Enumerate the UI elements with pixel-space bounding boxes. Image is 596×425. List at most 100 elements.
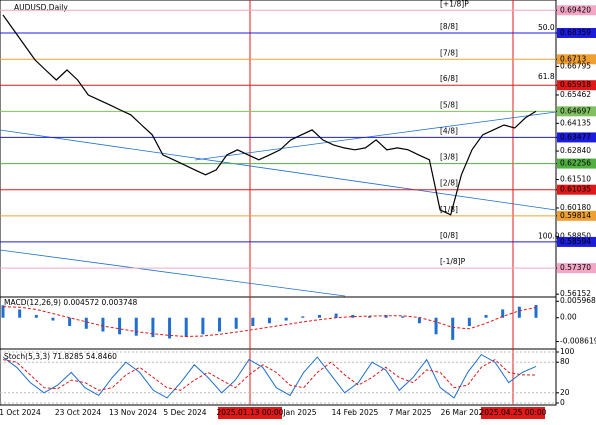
x-tick-label: 13 Nov 2024 (109, 408, 157, 417)
level-label: [-1/8]P (440, 257, 466, 266)
level-label: [2/8] (440, 179, 458, 188)
y-tick-label: 100 (560, 347, 575, 356)
macd-bar (284, 317, 288, 321)
y-tick-label: 0.62256 (560, 159, 591, 168)
macd-bar (517, 306, 521, 318)
y-tick-label: 0 (560, 398, 565, 407)
macd-bar (18, 309, 22, 318)
fib-label: 100.0 (538, 232, 560, 241)
level-label: [6/8] (440, 74, 458, 83)
level-label: [1/8] (440, 205, 458, 214)
y-tick-label: 0.63477 (560, 132, 591, 141)
macd-bar (251, 317, 255, 327)
macd-bar (184, 317, 188, 338)
y-tick-label: 0.61035 (560, 185, 591, 194)
x-tick-label: 14 Feb 2025 (332, 408, 379, 417)
macd-bar (34, 314, 38, 318)
level-label: [0/8] (440, 231, 458, 240)
y-tick-label: 0.64697 (560, 106, 591, 115)
macd-bar (484, 314, 488, 318)
y-tick-box (557, 27, 596, 38)
x-label-box (481, 407, 545, 419)
y-tick-box (557, 80, 596, 91)
y-tick-label: 0.68359 (560, 28, 591, 37)
level-label: [7/8] (440, 48, 458, 57)
x-tick-label: 5 Dec 2024 (163, 408, 206, 417)
y-tick-label: 0.66795 (560, 61, 591, 70)
x-tick-label: 2025.04.25 00:00 (480, 408, 547, 417)
macd-bar (51, 317, 55, 321)
y-tick-label: 0.005968 (560, 296, 596, 305)
y-tick-box (557, 236, 596, 247)
macd-bar (367, 316, 371, 318)
y-tick-label: 0.60180 (560, 203, 591, 212)
macd-bar (401, 316, 405, 318)
stoch-label: Stoch(5,3,3) 71.8285 54.8460 (4, 352, 117, 361)
macd-bar (218, 317, 222, 332)
y-tick-box (557, 54, 596, 65)
trend-line (0, 249, 346, 297)
y-tick-box (557, 263, 596, 274)
level-label: [5/8] (440, 100, 458, 109)
y-tick-label: 0.64135 (560, 118, 591, 127)
y-tick-box (557, 210, 596, 221)
macd-bar (501, 309, 505, 318)
macd-bar (268, 317, 271, 324)
level-label: [3/8] (440, 153, 458, 162)
macd-bar (334, 313, 338, 318)
y-tick-label: 0.56152 (560, 289, 591, 298)
macd-bar (351, 314, 355, 318)
y-tick-label: 0.65462 (560, 90, 591, 99)
level-label: [+1/8]P (440, 0, 469, 8)
x-tick-label: 26 Mar 202 (441, 408, 484, 417)
y-tick-label: 0.59814 (560, 211, 591, 220)
y-tick-label: 0.6713 (560, 54, 586, 63)
y-tick-box (557, 132, 596, 143)
macd-bar (84, 317, 88, 329)
macd-bar (234, 317, 238, 329)
macd-bar (317, 314, 321, 318)
trend-line (0, 129, 557, 211)
fib-label: 50.0 (538, 23, 555, 32)
macd-bar (467, 317, 471, 327)
macd-bar (534, 305, 538, 318)
macd-bar (151, 317, 155, 338)
x-tick-label: Jan 2025 (282, 408, 316, 417)
macd-bar (118, 317, 122, 335)
x-tick-label: 23 Oct 2024 (55, 408, 102, 417)
series-line (2, 306, 537, 338)
y-tick-box (557, 184, 596, 195)
macd-bar (68, 317, 72, 327)
chart-title: AUDUSD,Daily (14, 3, 68, 12)
y-tick-label: 0.65918 (560, 80, 591, 89)
y-tick-label: 0.00 (560, 313, 577, 322)
macd-bar (201, 317, 205, 335)
trend-line (194, 111, 557, 161)
y-tick-label: 80 (560, 357, 570, 366)
macd-bar (434, 317, 438, 335)
series-line (2, 358, 537, 391)
macd-label: MACD(12,26,9) 0.004572 0.003748 (4, 298, 138, 307)
series-line (2, 14, 537, 216)
fib-label: 61.8 (538, 72, 555, 81)
series-line (2, 353, 537, 399)
y-tick-label: 0.58850 (560, 231, 591, 240)
y-tick-box (557, 106, 596, 117)
macd-bar (101, 317, 105, 332)
y-tick-label: 20 (560, 388, 570, 397)
y-tick-label: 0.62840 (560, 146, 591, 155)
macd-bar (134, 317, 138, 336)
macd-bar (1, 305, 5, 318)
level-label: [8/8] (440, 22, 458, 31)
level-label: [4/8] (440, 126, 458, 135)
frame (0, 0, 557, 406)
macd-bar (168, 317, 172, 339)
macd-bar (384, 314, 388, 318)
macd-bar (301, 316, 305, 318)
x-label-box (218, 407, 282, 419)
x-tick-label: 7 Mar 2025 (389, 408, 432, 417)
y-tick-label: 0.58594 (560, 237, 591, 246)
y-tick-label: 0.57370 (560, 263, 591, 272)
x-tick-label: 1 Oct 2024 (0, 408, 41, 417)
